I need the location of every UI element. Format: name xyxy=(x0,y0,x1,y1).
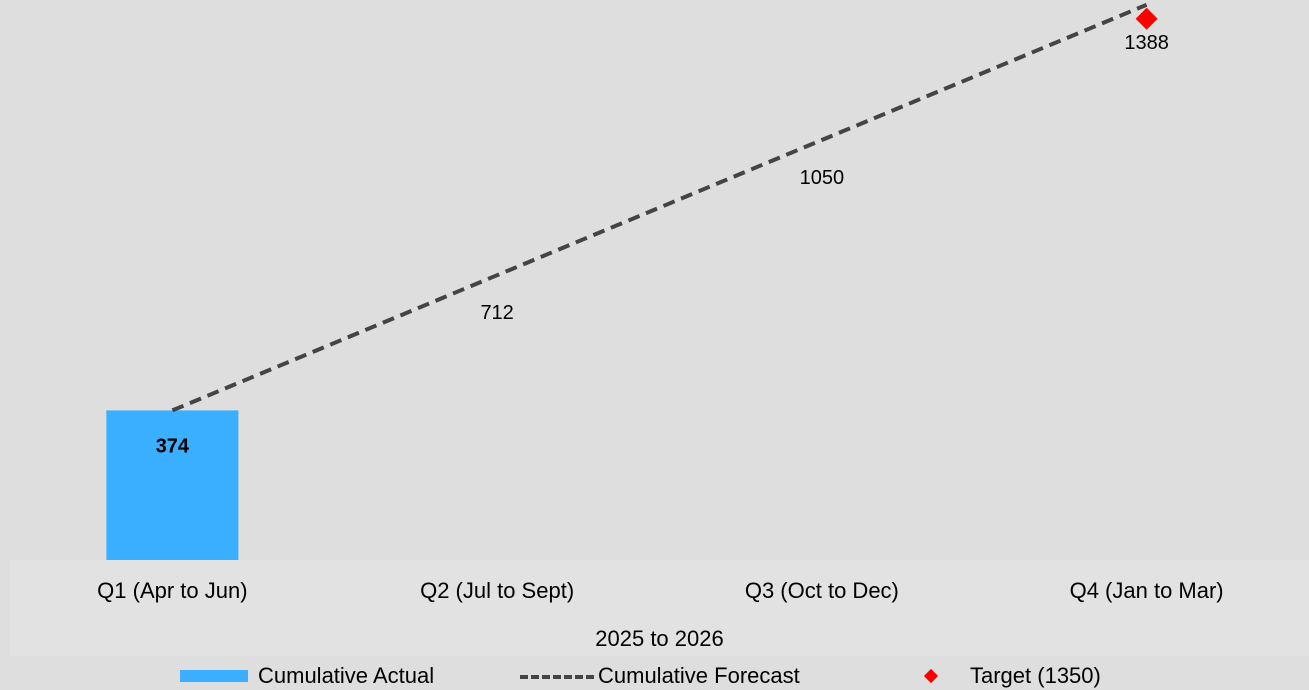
target-marker-4 xyxy=(1136,8,1158,30)
chart-svg: 374 712 1050 1388 Q1 (Apr to Jun) Q2 (Jul to … xyxy=(0,0,1309,662)
x-axis-title: 2025 to 2026 xyxy=(595,626,723,651)
legend: Cumulative Actual Cumulative Forecast Ta… xyxy=(0,662,1309,690)
x-tick-label-4: Q4 (Jan to Mar) xyxy=(1070,578,1224,603)
x-tick-label-1: Q1 (Apr to Jun) xyxy=(97,578,247,603)
legend-swatch-actual xyxy=(180,670,248,682)
forecast-label-2: 712 xyxy=(480,302,513,324)
forecast-label-4: 1388 xyxy=(1124,32,1169,54)
legend-swatch-forecast xyxy=(520,675,594,679)
x-tick-label-2: Q2 (Jul to Sept) xyxy=(420,578,574,603)
bar-label-1: 374 xyxy=(156,435,190,457)
bar-1 xyxy=(106,410,238,560)
legend-label-forecast: Cumulative Forecast xyxy=(598,662,800,690)
legend-label-actual: Cumulative Actual xyxy=(258,662,434,690)
legend-label-target: Target (1350) xyxy=(970,662,1101,690)
x-tick-label-3: Q3 (Oct to Dec) xyxy=(745,578,899,603)
forecast-label-3: 1050 xyxy=(800,167,845,189)
legend-swatch-target xyxy=(924,669,938,683)
forecast-line xyxy=(172,5,1146,411)
